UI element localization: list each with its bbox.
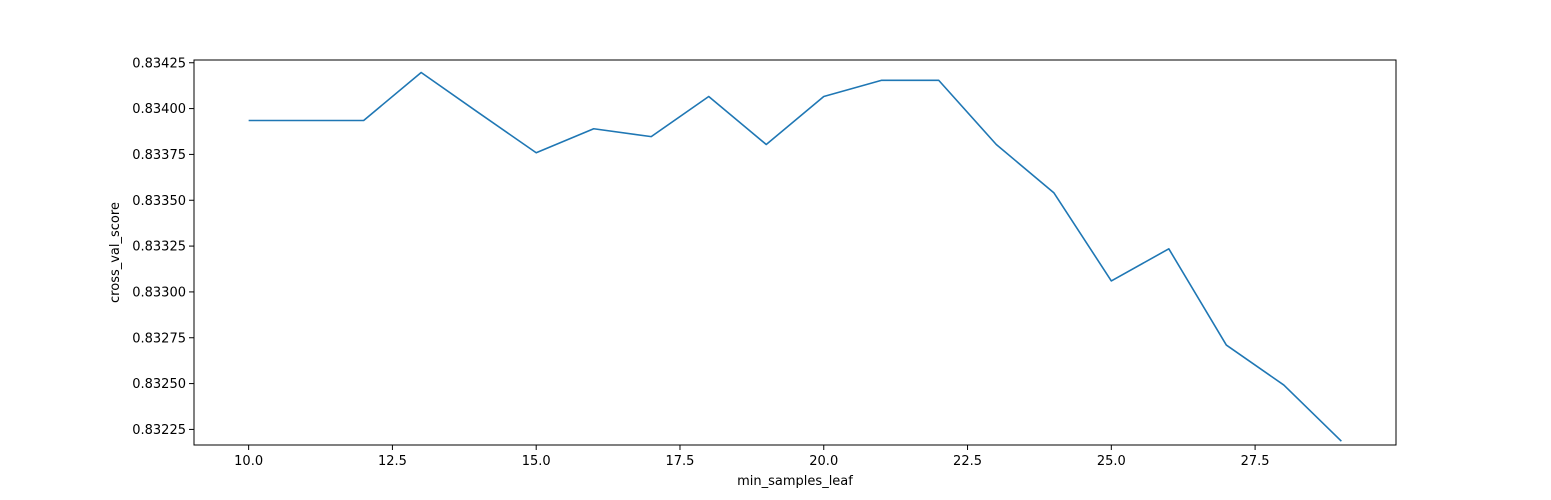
y-tick-label: 0.83300 (132, 285, 186, 300)
y-tick-label: 0.83250 (132, 377, 186, 392)
y-tick-label: 0.83425 (132, 56, 186, 71)
x-tick-label: 12.5 (378, 454, 407, 469)
x-axis: 10.0 12.5 15.0 17.5 20.0 22.5 25.0 27.5 (234, 445, 1270, 469)
y-tick-label: 0.83375 (132, 148, 186, 163)
plot-frame (193, 59, 1397, 446)
x-tick-label: 25.0 (1097, 454, 1126, 469)
y-tick-label: 0.83325 (132, 240, 186, 255)
x-tick-label: 27.5 (1241, 454, 1270, 469)
x-tick-label: 20.0 (809, 454, 838, 469)
x-tick-label: 15.0 (522, 454, 551, 469)
x-axis-label: min_samples_leaf (737, 474, 853, 489)
x-tick-label: 17.5 (665, 454, 694, 469)
y-tick-label: 0.83400 (132, 102, 186, 117)
y-axis-label: cross_val_score (108, 202, 123, 303)
x-tick-label: 22.5 (953, 454, 982, 469)
y-tick-label: 0.83225 (132, 423, 186, 438)
y-tick-label: 0.83350 (132, 194, 186, 209)
y-tick-label: 0.83275 (132, 331, 186, 346)
y-axis: 0.83225 0.83250 0.83275 0.83300 0.83325 0.833… (132, 56, 194, 438)
series-group (248, 71, 1342, 442)
x-tick-label: 10.0 (234, 454, 263, 469)
plot-area (194, 60, 1396, 445)
series-line-0 (248, 71, 1342, 442)
